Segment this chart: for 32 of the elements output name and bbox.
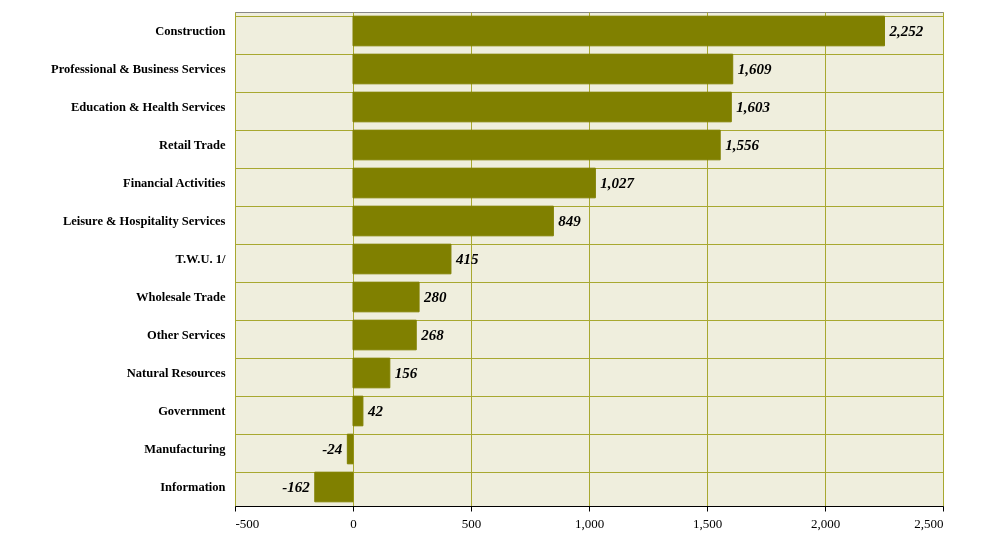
data-label: 42	[366, 403, 384, 419]
data-label: 849	[558, 213, 582, 229]
y-tick-label: Wholesale Trade	[136, 290, 226, 304]
y-tick-label: Retail Trade	[158, 138, 226, 152]
x-tick-label: 1,500	[692, 515, 723, 531]
y-tick-label: Professional & Business Services	[51, 62, 226, 76]
x-tick-label: 500	[461, 515, 482, 531]
data-label: 1,609	[737, 61, 772, 77]
x-tick-label: -500	[235, 515, 260, 531]
x-tick-label: 0	[350, 515, 357, 531]
y-tick-label: Leisure & Hospitality Services	[62, 214, 226, 228]
y-tick-label: Construction	[155, 24, 226, 38]
data-label: 1,027	[600, 175, 635, 191]
data-label: -24	[322, 441, 343, 457]
data-label: -162	[282, 479, 311, 495]
data-label: 2,252	[888, 23, 924, 39]
data-label: 1,556	[725, 137, 760, 153]
x-tick-label: 1,000	[574, 515, 605, 531]
y-tick-label: Education & Health Services	[70, 100, 226, 114]
y-tick-label: Other Services	[146, 328, 226, 342]
y-tick-label: T.W.U. 1/	[175, 252, 227, 266]
x-tick-label: 2,500	[914, 515, 944, 531]
data-label: 280	[423, 289, 448, 305]
y-tick-label: Information	[160, 480, 226, 494]
y-tick-label: Financial Activities	[123, 176, 226, 190]
y-tick-label: Government	[158, 404, 227, 418]
data-label: 1,603	[736, 99, 771, 115]
data-label: 156	[394, 365, 418, 381]
data-label: 268	[420, 327, 445, 343]
y-tick-label: Natural Resources	[126, 366, 226, 380]
y-tick-label: Manufacturing	[144, 442, 227, 456]
x-tick-label: 2,000	[810, 515, 841, 531]
